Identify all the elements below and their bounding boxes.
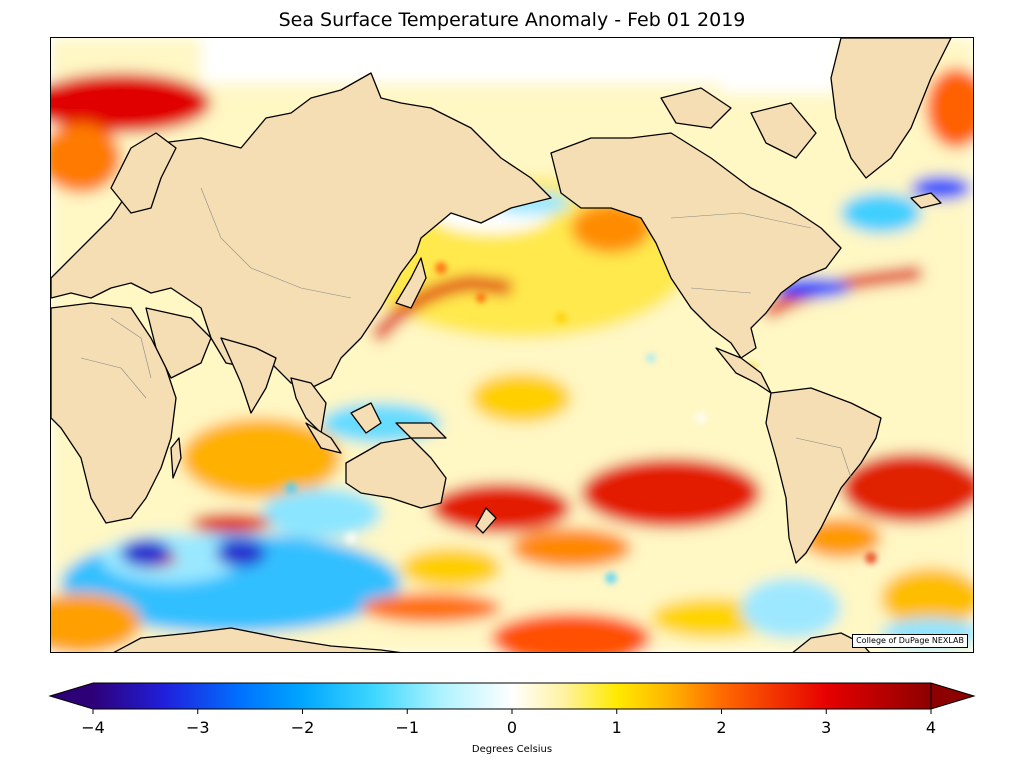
colorbar-tick-label: 2 — [716, 718, 726, 737]
colorbar-tick-label: −4 — [81, 718, 105, 737]
colorbar-tick-label: 0 — [507, 718, 517, 737]
north-america — [550, 132, 842, 359]
india — [220, 337, 277, 414]
greenland — [830, 38, 952, 179]
credit-label: College of DuPage NEXLAB — [852, 634, 968, 648]
scandinavia — [110, 132, 177, 214]
colorbar-tick-label: −3 — [186, 718, 210, 737]
new-guinea — [395, 422, 447, 439]
iceland — [910, 192, 942, 209]
eurasia-landmass — [51, 72, 552, 389]
country-borders — [80, 187, 852, 479]
land — [51, 38, 952, 652]
colorbar-tick-label: 1 — [612, 718, 622, 737]
colorbar-max-extension — [930, 682, 976, 710]
colorbar-tick-label: −2 — [291, 718, 315, 737]
africa — [51, 302, 177, 524]
map-frame: College of DuPage NEXLAB — [50, 37, 974, 653]
sst-anomaly-map — [51, 38, 973, 652]
colorbar-min-extension — [48, 682, 94, 710]
sumatra — [305, 422, 342, 454]
colorbar-tick-label: −1 — [395, 718, 419, 737]
borneo — [350, 402, 382, 434]
antarctica — [113, 627, 401, 652]
colorbar-ramp — [92, 683, 932, 709]
antarctic-peninsula — [792, 632, 871, 652]
new-zealand — [475, 507, 497, 534]
baffin-island — [750, 102, 817, 159]
colorbar-ticks: −4 −3 −2 −1 0 1 2 3 4 — [81, 709, 936, 737]
japan — [395, 257, 427, 309]
arctic-islands — [660, 87, 732, 129]
colorbar-label: Degrees Celsius — [472, 744, 552, 755]
south-america — [765, 387, 882, 564]
map-title: Sea Surface Temperature Anomaly - Feb 01… — [278, 9, 746, 31]
colorbar-tick-label: 4 — [926, 718, 936, 737]
australia — [345, 437, 447, 509]
madagascar — [170, 437, 182, 479]
colorbar-tick-label: 3 — [821, 718, 831, 737]
